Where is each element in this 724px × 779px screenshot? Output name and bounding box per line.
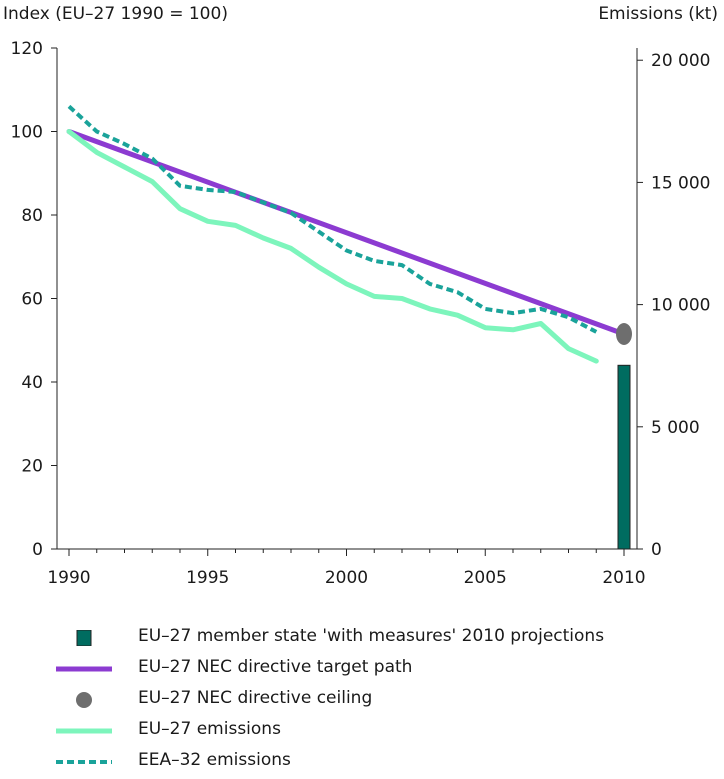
legend-item: EU–27 emissions — [56, 717, 706, 748]
emissions-chart: 0 20 40 60 80 100 120 0 5 000 10 000 15 000 20 000 1… — [11, 39, 711, 588]
legend-item: EU–27 NEC directive ceiling — [56, 686, 706, 717]
x-tick-label: 2000 — [325, 568, 368, 588]
projection-bar — [617, 364, 631, 550]
legend-item: EU–27 member state 'with measures' 2010 … — [56, 624, 706, 655]
nec-target-path-line — [66, 129, 627, 337]
legend-label: EU–27 NEC directive target path — [138, 657, 413, 677]
left-axis-title: Index (EU–27 1990 = 100) — [3, 4, 228, 24]
nec-ceiling-point — [616, 322, 632, 345]
left-tick-label: 60 — [21, 290, 43, 310]
right-tick-label: 0 — [651, 540, 662, 560]
x-tick-label: 1995 — [186, 568, 229, 588]
right-tick-label: 15 000 — [651, 173, 710, 193]
legend-swatch — [56, 728, 112, 734]
legend-swatch — [56, 760, 112, 764]
right-tick-label: 10 000 — [651, 296, 710, 316]
legend-label: EU–27 emissions — [138, 719, 281, 739]
right-axis-title: Emissions (kt) — [598, 4, 718, 24]
left-tick-label: 100 — [11, 123, 43, 143]
legend-item: EU–27 NEC directive target path — [56, 655, 706, 686]
x-tick-label: 2010 — [602, 568, 645, 588]
legend-swatch — [76, 630, 92, 646]
right-tick-label: 5 000 — [651, 418, 700, 438]
left-tick-label: 80 — [21, 206, 43, 226]
legend-label: EEA–32 emissions — [138, 750, 291, 770]
eea32-emissions-line — [67, 104, 598, 334]
left-tick-label: 0 — [32, 540, 43, 560]
legend-item: EEA–32 emissions — [56, 748, 706, 779]
legend-swatch — [76, 692, 92, 708]
eu27-emissions-line — [66, 129, 599, 364]
left-tick-label: 120 — [11, 39, 43, 59]
right-tick-label: 20 000 — [651, 51, 710, 71]
left-tick-label: 40 — [21, 373, 43, 393]
left-tick-label: 20 — [21, 457, 43, 477]
legend-label: EU–27 NEC directive ceiling — [138, 688, 373, 708]
legend-swatch — [56, 666, 112, 672]
x-tick-label: 1990 — [47, 568, 90, 588]
x-tick-label: 2005 — [464, 568, 507, 588]
legend: EU–27 member state 'with measures' 2010 … — [56, 624, 706, 779]
legend-label: EU–27 member state 'with measures' 2010 … — [138, 626, 605, 646]
